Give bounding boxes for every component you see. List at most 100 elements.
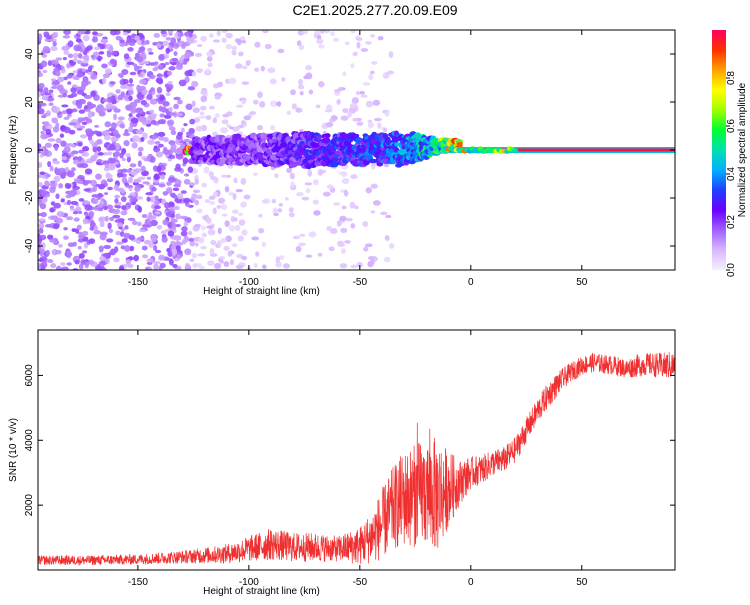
spectrogram-cell (61, 110, 67, 115)
spectrogram-cell (218, 256, 226, 260)
spectrogram-cell (107, 157, 114, 164)
spectrogram-cell (370, 183, 378, 189)
spectrogram-cell (150, 113, 158, 117)
spectrogram-cell (40, 133, 48, 140)
spectrogram-cell (177, 131, 184, 136)
spectrogram-cell (163, 146, 168, 152)
spectrogram-cell (137, 176, 146, 180)
spectrogram-cell (96, 158, 103, 163)
spectrogram-cell (170, 129, 177, 136)
spectrogram-cell (238, 219, 246, 226)
spectrogram-cell (128, 125, 133, 133)
spectrogram-cell (137, 146, 144, 152)
spectrogram-cell (145, 120, 153, 124)
spectrogram-cell (82, 230, 89, 236)
spectrogram-cell (308, 89, 314, 95)
spectrogram-cell (70, 87, 77, 93)
spectrogram-cell (58, 183, 64, 189)
spectrogram-cell (221, 174, 228, 178)
spectrogram-cell (148, 241, 154, 248)
spectrogram-cell (84, 204, 93, 211)
spectrogram-cell (284, 196, 289, 201)
spectrogram-cell (157, 65, 164, 70)
spectrogram-cell (223, 245, 230, 251)
spectrogram-cell (164, 202, 170, 209)
spectrogram-cell (115, 35, 122, 41)
spectrogram-cell (212, 117, 218, 124)
spectrogram-cell (200, 124, 207, 132)
spectrogram-cell (275, 261, 283, 268)
spectrogram-cell (113, 257, 120, 263)
spectrogram-cell (112, 129, 119, 137)
spectrogram-cell (305, 254, 313, 258)
spectrogram-cell (129, 163, 137, 168)
spectrogram-cell (92, 146, 98, 153)
spectrogram-cell (51, 118, 59, 124)
spectrogram-cell (172, 205, 180, 211)
spectrogram-cell (154, 61, 159, 65)
spectrogram-cell (151, 90, 156, 96)
spectrogram-cell (179, 56, 184, 64)
spectrogram-cell (273, 212, 280, 216)
spectrogram-cell (97, 192, 103, 198)
spectrogram-cell (190, 182, 196, 186)
spectrogram-cell (217, 197, 226, 204)
spectrogram-cell (315, 135, 322, 141)
spectrogram-cell (79, 48, 85, 53)
spectrogram-cell (50, 85, 58, 89)
spectrogram-cell (191, 193, 198, 199)
spectrogram-cell (49, 239, 56, 243)
spectrogram-cell (108, 228, 114, 234)
spectrogram-cell (326, 184, 334, 190)
spectrogram-cell (281, 77, 286, 82)
spectrogram-cell (131, 105, 136, 112)
spectrogram-cell (48, 259, 54, 264)
spectrogram-cell (126, 155, 131, 163)
spectrogram-cell (162, 219, 169, 226)
spectrogram-cell (59, 133, 65, 138)
snr-panel: -150 -100 -50 0 50 2000 4000 6000 Height of stra… (8, 329, 676, 597)
spectrogram-cell (45, 174, 51, 178)
spectrogram-cell (253, 263, 258, 268)
spectrogram-cell (76, 73, 85, 78)
spectrogram-cell (88, 259, 95, 265)
spectrogram-cell (339, 215, 347, 222)
spectrogram-cell (158, 183, 166, 188)
spectrogram-cell (315, 104, 321, 109)
spectrogram-cell (64, 182, 71, 189)
spectrogram-cell (166, 248, 171, 253)
spectrogram-cell (216, 240, 222, 247)
spectrogram-cell (226, 111, 233, 117)
spectrogram-cell (61, 266, 69, 270)
spectrogram-cell (43, 121, 50, 127)
spectrogram-cell (128, 95, 133, 101)
spectrogram-cell (122, 32, 129, 36)
spectrogram-cell (130, 201, 137, 206)
spectrogram-cell (107, 222, 112, 230)
spectrogram-cell (97, 183, 106, 190)
spectrogram-cell (208, 33, 214, 38)
spectrogram-cell (151, 135, 157, 140)
spectrogram-cell (377, 122, 382, 129)
spectrogram-cell (319, 30, 325, 34)
spectrogram-cell (156, 86, 163, 94)
spectrogram-cell (90, 155, 97, 162)
spectrogram-cell (110, 59, 118, 65)
spectrogram-cell (161, 236, 168, 243)
spectrogram-cell (152, 41, 158, 46)
spectrogram-cell (296, 191, 304, 197)
spectrogram-cell (42, 46, 51, 53)
spectrogram-cell (176, 147, 183, 154)
spectrogram-cell (181, 43, 186, 49)
spectrogram-cell (53, 175, 61, 183)
spectrogram-cell (81, 250, 88, 254)
spectrogram-cell (89, 226, 95, 231)
spectrogram-cell (139, 229, 147, 233)
spectrogram-cell (220, 237, 227, 243)
spectrogram-cell (183, 138, 191, 143)
spectrogram-cell (141, 170, 149, 177)
spectrogram-xtick-label: -50 (353, 277, 368, 288)
spectrogram-cell (71, 167, 76, 172)
spectrogram-cell (122, 132, 131, 137)
spectrogram-cell (38, 102, 42, 110)
